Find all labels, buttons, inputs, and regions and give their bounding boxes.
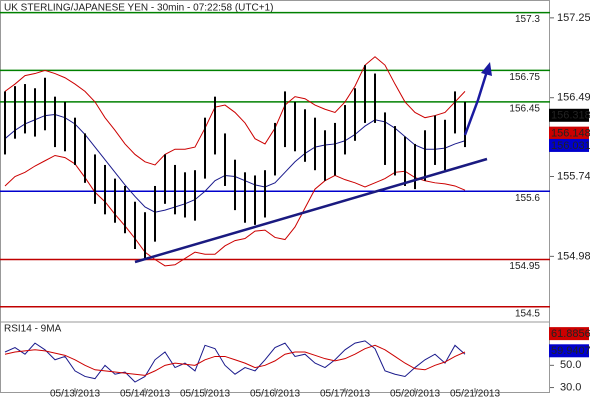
rsi-title: RSI14 - 9MA	[4, 324, 62, 335]
value-box	[549, 108, 589, 122]
x-tick-label: 05/15/2013	[180, 389, 230, 400]
y-tick-label: 156.49	[557, 92, 590, 104]
value-box-label: 156.318	[551, 110, 590, 122]
x-tick-label: 05/21/2013	[450, 389, 500, 400]
level-label: 156.45	[509, 104, 540, 115]
plot-frame	[0, 0, 550, 393]
value-box-label: 59.9407	[551, 345, 590, 357]
level-label: 154.95	[509, 261, 540, 272]
value-box	[549, 344, 589, 358]
value-box-label: 156.031	[551, 140, 590, 152]
indicator-line	[4, 154, 466, 267]
forecast-arrow	[463, 67, 490, 136]
value-box-label: 156.148	[551, 128, 590, 140]
x-tick-label: 05/13/2013	[50, 389, 100, 400]
value-box-label: 61.8856	[551, 328, 590, 340]
y-tick-label: 157.25	[557, 12, 590, 24]
indicator-line	[4, 56, 466, 166]
rsi-line	[4, 344, 466, 376]
level-label: 157.3	[515, 14, 540, 25]
arrow-head	[481, 62, 492, 76]
x-tick-label: 05/14/2013	[120, 389, 170, 400]
level-label: 155.6	[515, 193, 540, 204]
value-box	[549, 126, 589, 140]
rsi-tick-label: 50.0	[560, 359, 581, 371]
rsi-line	[4, 340, 466, 383]
level-label: 156.75	[509, 72, 540, 83]
x-tick-label: 05/20/2013	[390, 389, 440, 400]
value-box	[549, 327, 589, 341]
x-tick-label: 05/17/2013	[320, 389, 370, 400]
y-tick-label: 154.98	[557, 250, 590, 262]
trend-line	[134, 157, 488, 264]
value-box	[549, 138, 589, 152]
y-tick-label: 155.74	[557, 170, 590, 182]
x-tick-label: 05/16/2013	[250, 389, 300, 400]
chart-title: UK STERLING/JAPANESE YEN - 30min - 07:22…	[4, 3, 273, 14]
rsi-tick-label: 30.0	[560, 381, 581, 393]
level-label: 154.5	[515, 308, 540, 319]
